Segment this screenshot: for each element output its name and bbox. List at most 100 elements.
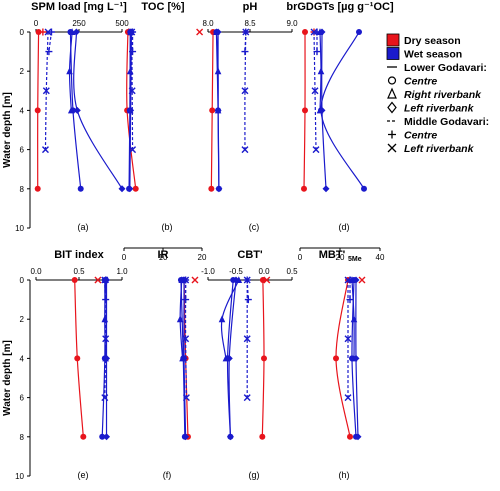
data-point-plus bbox=[47, 28, 55, 36]
legend-swatch bbox=[386, 47, 400, 60]
data-point-cross bbox=[101, 394, 109, 402]
data-point-cross bbox=[311, 87, 319, 95]
data-point-cross bbox=[102, 335, 110, 343]
data-point-circle bbox=[261, 355, 267, 362]
x-tick-label: 8.5 bbox=[244, 19, 256, 28]
panel-letter: (f) bbox=[163, 470, 172, 480]
y-tick-label: 8 bbox=[20, 433, 25, 442]
panel-letter: (b) bbox=[162, 222, 173, 232]
data-point-cross bbox=[129, 146, 137, 154]
data-point-diamond bbox=[215, 185, 223, 193]
data-point-plus bbox=[313, 48, 321, 56]
data-point-diamond bbox=[354, 433, 362, 441]
x-tick-label: 1.0 bbox=[116, 267, 128, 276]
panel-h: MBT'5Me0.80.91.0(h) bbox=[319, 249, 366, 480]
panel-title: CBT' bbox=[237, 249, 263, 261]
data-point-circle bbox=[132, 185, 139, 192]
x-tick-label: 0 bbox=[34, 19, 39, 28]
panel-b: TOC [%] 0 10 20 (b) bbox=[122, 1, 207, 262]
panel-letter: (c) bbox=[249, 222, 260, 232]
panel-letter: (a) bbox=[78, 222, 89, 232]
panel-title-subscript: 5Me bbox=[348, 256, 362, 263]
x-tick-label: 20 bbox=[336, 253, 345, 262]
data-point-triangle bbox=[66, 67, 73, 75]
data-point-cross bbox=[344, 335, 352, 343]
series-wet-triangle bbox=[101, 276, 109, 362]
data-point-diamond bbox=[226, 433, 234, 441]
panel-letter: (d) bbox=[339, 222, 350, 232]
data-point-diamond bbox=[118, 185, 126, 193]
data-point-cross bbox=[263, 276, 271, 284]
data-point-diamond bbox=[103, 354, 111, 362]
data-point-circle bbox=[259, 433, 266, 440]
data-point-triangle bbox=[67, 106, 75, 114]
data-point-diamond bbox=[214, 28, 222, 36]
series-dry-cross bbox=[191, 276, 199, 284]
data-point-plus bbox=[45, 48, 53, 56]
data-point-triangle bbox=[218, 315, 226, 323]
data-point-cross bbox=[243, 276, 251, 284]
x-tick-label: 0.0 bbox=[30, 267, 42, 276]
series-wet-diamond bbox=[352, 276, 362, 441]
data-point-triangle bbox=[317, 67, 325, 75]
series-line bbox=[320, 31, 365, 190]
series-dry-cross bbox=[94, 276, 102, 284]
data-point-cross bbox=[344, 394, 352, 402]
data-point-diamond bbox=[352, 276, 360, 284]
series-wet-triangle bbox=[66, 28, 76, 114]
data-point-circle bbox=[356, 29, 362, 35]
data-point-circle bbox=[99, 433, 106, 440]
x-tick-label: 0.5 bbox=[286, 267, 298, 276]
legend-item-1: Dry season bbox=[386, 33, 461, 47]
series-wet-cross bbox=[344, 276, 352, 402]
x-tick-label: 10 bbox=[159, 253, 168, 262]
data-point-circle bbox=[34, 185, 41, 192]
x-tick-label: 0.0 bbox=[258, 267, 270, 276]
legend-label: Left riverbank bbox=[404, 143, 475, 155]
y-tick-label: 0 bbox=[20, 28, 25, 37]
panel-d: brGDGTs [µg g⁻¹OC] 0 20 40 (d) bbox=[286, 1, 394, 262]
data-point-cross bbox=[310, 28, 318, 36]
panel-a: SPM load [mg L⁻¹] 0 250 500 (a) bbox=[31, 1, 129, 232]
series-dry-cross bbox=[263, 276, 271, 284]
series-wet-plus bbox=[45, 28, 55, 56]
legend-item-4: Centre bbox=[387, 76, 437, 88]
panel-letter: (e) bbox=[78, 470, 89, 480]
data-point-cross bbox=[182, 276, 190, 284]
series-dry-circle bbox=[259, 277, 267, 440]
legend-label: Right riverbank bbox=[404, 89, 482, 101]
data-point-circle bbox=[361, 185, 367, 192]
data-point-cross bbox=[128, 87, 136, 95]
legend-item-8: Centre bbox=[388, 130, 437, 142]
data-point-circle bbox=[74, 355, 81, 362]
panel-f: IR0.00.51.0(f) bbox=[158, 249, 199, 480]
data-point-cross bbox=[241, 87, 249, 95]
data-point-diamond bbox=[322, 185, 330, 193]
data-point-cross bbox=[312, 146, 320, 154]
y-axis-label: Water depth [m] bbox=[2, 92, 13, 168]
y-tick-label: 4 bbox=[20, 106, 25, 115]
series-wet-cross bbox=[241, 28, 250, 154]
series-wet-diamond bbox=[72, 28, 126, 193]
data-point-circle bbox=[208, 185, 215, 192]
series-dry-cross bbox=[358, 276, 366, 284]
series-wet-diamond bbox=[318, 28, 330, 193]
series-wet-diamond bbox=[214, 28, 223, 193]
data-point-cross bbox=[191, 276, 199, 284]
legend-label: Lower Godavari: bbox=[404, 62, 487, 74]
data-point-cross bbox=[358, 276, 366, 284]
data-point-plus bbox=[129, 48, 137, 56]
data-point-diamond bbox=[318, 28, 326, 36]
data-point-cross bbox=[196, 28, 204, 36]
panel-letter: (h) bbox=[339, 470, 350, 480]
legend-label: Dry season bbox=[404, 35, 461, 47]
data-point-circle bbox=[302, 107, 308, 114]
legend-label: Left riverbank bbox=[404, 103, 475, 115]
data-point-cross bbox=[94, 276, 102, 284]
series-dry-plus bbox=[39, 28, 47, 36]
x-tick-label: -1.0 bbox=[201, 267, 215, 276]
data-point-circle bbox=[77, 185, 84, 192]
data-point-triangle bbox=[176, 315, 184, 323]
data-point-cross bbox=[182, 394, 190, 402]
